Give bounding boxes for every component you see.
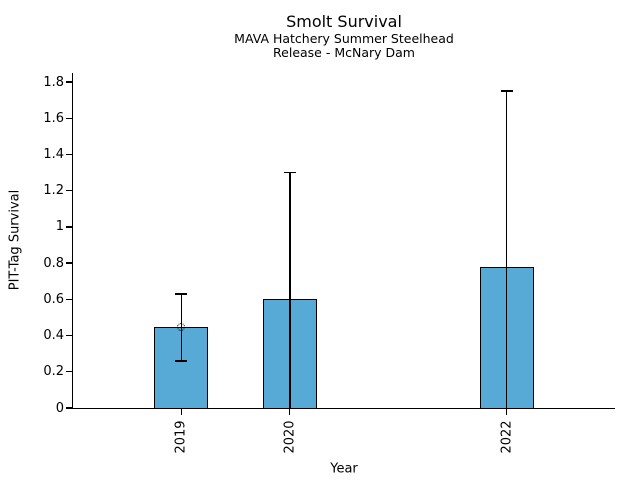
chart-subtitle-line2: Release - McNary Dam <box>273 45 415 60</box>
y-tick-label-1.6: 1.6 <box>43 110 64 126</box>
x-axis-label: Year <box>330 461 358 477</box>
y-tick-label-1.2: 1.2 <box>43 183 64 199</box>
errorbar-cap-top-2019 <box>175 293 188 295</box>
y-tick-1.2 <box>66 190 73 192</box>
y-axis-label: PIT-Tag Survival <box>7 189 23 291</box>
y-tick-label-0.2: 0.2 <box>43 364 64 380</box>
y-tick-0.2 <box>66 371 73 373</box>
y-tick-label-1.8: 1.8 <box>43 74 64 90</box>
y-tick-0.8 <box>66 262 73 264</box>
errorbar-cap-top-2020 <box>283 171 296 174</box>
x-tick-label-2019: 2019 <box>173 420 189 454</box>
errorbar-2020 <box>289 172 291 408</box>
errorbar-cap-bottom-2019 <box>175 360 188 362</box>
x-tick-label-2020: 2020 <box>282 420 298 454</box>
x-axis-spine <box>72 407 615 409</box>
y-tick-0.4 <box>66 334 73 337</box>
x-tick-2020 <box>289 408 291 415</box>
x-tick-label-2022: 2022 <box>499 420 515 454</box>
y-tick-0.6 <box>66 298 73 300</box>
y-tick-1.8 <box>66 81 73 83</box>
y-tick-label-0: 0 <box>55 400 64 416</box>
y-tick-label-1: 1 <box>55 219 64 235</box>
y-tick-label-0.4: 0.4 <box>43 328 64 344</box>
y-tick-label-1.4: 1.4 <box>43 146 64 162</box>
data-point-marker-2019 <box>177 322 186 331</box>
y-tick-0 <box>66 407 73 409</box>
errorbar-cap-top-2022 <box>500 90 513 92</box>
y-tick-1.4 <box>66 153 73 156</box>
y-tick-label-0.8: 0.8 <box>43 255 64 271</box>
errorbar-2022 <box>505 91 508 408</box>
x-tick-2022 <box>505 408 508 415</box>
chart-subtitle-line1: MAVA Hatchery Summer Steelhead <box>234 31 454 46</box>
y-tick-1.6 <box>66 117 73 119</box>
y-tick-label-0.6: 0.6 <box>43 291 64 307</box>
y-tick-1 <box>66 226 73 228</box>
x-tick-2019 <box>180 408 183 415</box>
chart-title: Smolt Survival <box>286 12 402 31</box>
y-axis-spine <box>72 73 74 409</box>
